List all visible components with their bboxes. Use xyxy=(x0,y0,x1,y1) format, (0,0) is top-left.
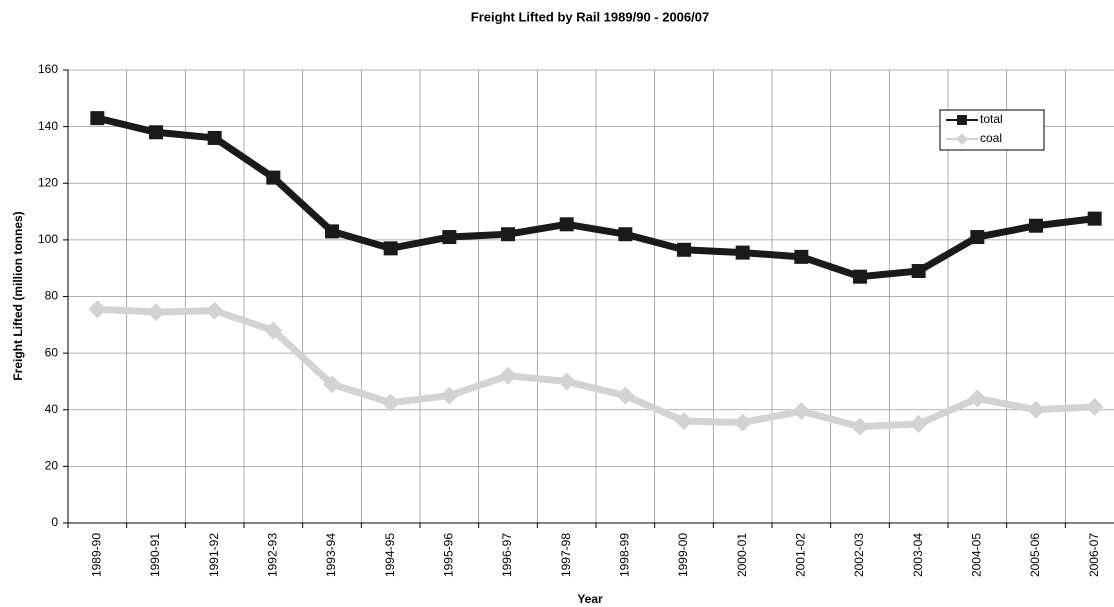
x-tick-label: 2005-06 xyxy=(1028,533,1042,577)
series-marker xyxy=(968,389,987,408)
x-tick-label: 2001-02 xyxy=(794,533,808,577)
x-tick-label: 1990-91 xyxy=(148,533,162,577)
series-marker xyxy=(792,402,811,421)
y-axis-label: Freight Lifted (million tonnes) xyxy=(11,211,25,380)
series-marker xyxy=(970,230,985,245)
x-tick-label: 1997-98 xyxy=(559,533,573,577)
y-tick-label: 0 xyxy=(51,515,58,529)
x-tick-label: 1991-92 xyxy=(207,533,221,577)
y-tick-label: 20 xyxy=(45,459,59,473)
series-marker xyxy=(207,130,222,145)
x-axis-label: Year xyxy=(577,592,603,606)
x-tick-label: 2006-07 xyxy=(1087,533,1101,577)
series-marker xyxy=(264,321,283,340)
x-tick-label: 1999-00 xyxy=(676,533,690,577)
y-tick-label: 160 xyxy=(38,62,58,76)
series-marker xyxy=(557,372,576,391)
series-marker xyxy=(499,366,517,385)
y-tick-label: 100 xyxy=(38,232,58,246)
series-marker xyxy=(501,227,515,242)
legend-marker xyxy=(957,115,967,125)
series-marker xyxy=(442,230,457,245)
series-marker xyxy=(323,375,341,394)
chart-title: Freight Lifted by Rail 1989/90 - 2006/07 xyxy=(471,9,709,24)
series-marker xyxy=(205,301,224,320)
series-marker xyxy=(911,264,926,279)
x-tick-label: 1995-96 xyxy=(442,533,456,577)
legend-label: coal xyxy=(980,131,1002,145)
x-tick-label: 1992-93 xyxy=(266,533,280,577)
series-marker xyxy=(853,269,867,284)
series-marker xyxy=(381,393,400,412)
y-tick-label: 120 xyxy=(38,175,58,189)
x-tick-label: 2002-03 xyxy=(852,533,866,577)
x-tick-label: 1998-99 xyxy=(618,533,632,577)
y-tick-label: 60 xyxy=(45,345,59,359)
series-marker xyxy=(794,249,809,264)
series-marker xyxy=(1087,211,1102,226)
series-marker xyxy=(1085,397,1104,416)
x-tick-label: 2000-01 xyxy=(735,533,749,577)
series-marker xyxy=(675,412,693,431)
series-line xyxy=(97,305,1095,431)
series-marker xyxy=(677,242,691,257)
series-marker xyxy=(325,224,339,239)
series-marker xyxy=(851,417,869,436)
series-marker xyxy=(147,303,165,322)
series-marker xyxy=(383,241,398,256)
series-marker xyxy=(559,217,574,232)
legend-marker xyxy=(956,133,968,145)
x-tick-label: 2003-04 xyxy=(911,533,925,577)
x-tick-label: 1993-94 xyxy=(324,533,338,577)
x-tick-label: 2004-05 xyxy=(970,533,984,577)
series-marker xyxy=(266,170,281,185)
y-tick-label: 140 xyxy=(38,119,58,133)
series-marker xyxy=(90,111,105,126)
series-marker xyxy=(618,227,633,242)
series-marker xyxy=(149,125,163,140)
series-marker xyxy=(616,386,635,405)
y-tick-label: 80 xyxy=(45,289,59,303)
series-marker xyxy=(733,413,752,432)
series-marker xyxy=(1029,218,1043,233)
legend-label: total xyxy=(980,112,1003,126)
x-tick-label: 1996-97 xyxy=(500,533,514,577)
series-line xyxy=(96,114,1096,281)
y-tick-label: 40 xyxy=(45,402,59,416)
series-marker xyxy=(1027,400,1045,419)
x-tick-label: 1994-95 xyxy=(383,533,397,577)
series-marker xyxy=(440,386,459,405)
series-marker xyxy=(88,300,107,319)
x-tick-label: 1989-90 xyxy=(90,533,104,577)
series-marker xyxy=(735,245,750,260)
series-marker xyxy=(909,414,928,433)
